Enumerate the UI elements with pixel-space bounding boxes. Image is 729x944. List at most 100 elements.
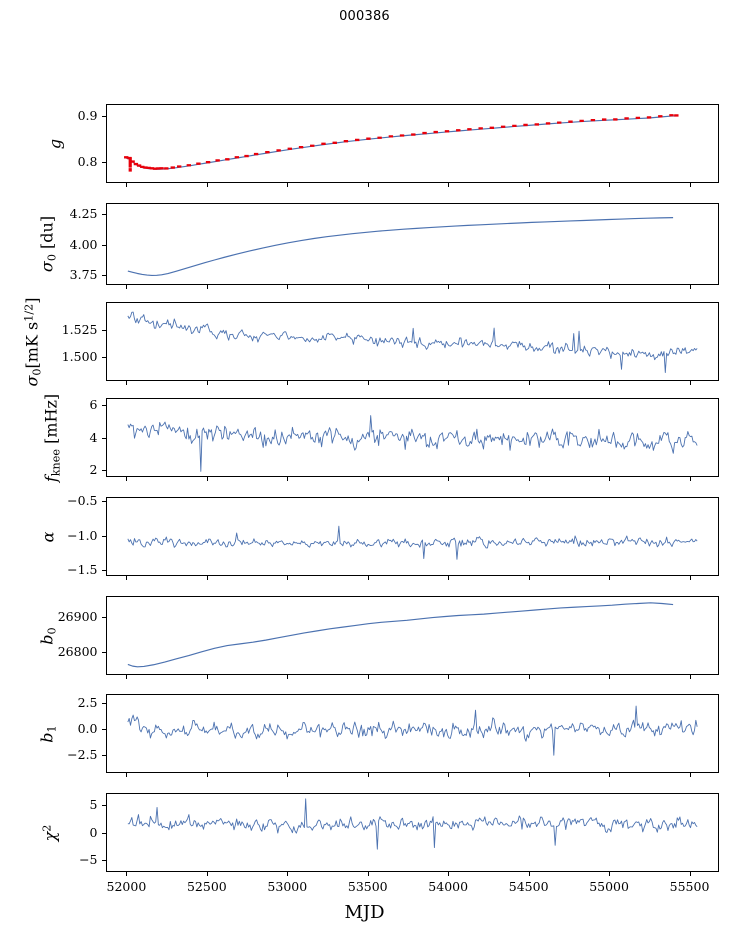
x-tick-mark — [609, 477, 611, 481]
y-tick-label: 1.525 — [61, 321, 98, 337]
x-tick-mark — [448, 477, 450, 481]
y-tick-mark — [101, 330, 106, 332]
y-axis-label-b1: b1 — [37, 724, 59, 743]
x-tick-mark — [367, 576, 369, 580]
y-tick-label: 0 — [89, 824, 98, 840]
x-tick-mark — [609, 381, 611, 385]
y-tick-label: 26900 — [57, 608, 98, 624]
y-tick-label: 0.0 — [77, 721, 98, 737]
x-tick-mark — [287, 381, 289, 385]
series-b0 — [127, 602, 673, 668]
x-tick-mark — [206, 675, 208, 679]
x-tick-mark — [206, 872, 208, 876]
series-alpha — [126, 525, 697, 560]
y-tick-label: −1.0 — [67, 527, 98, 543]
x-tick-mark — [367, 183, 369, 187]
y-tick-label: 4.00 — [69, 236, 98, 252]
y-tick-mark — [101, 357, 106, 359]
y-tick-label: 4.25 — [69, 205, 98, 221]
x-tick-mark — [528, 872, 530, 876]
y-axis-label-f-knee: fknee [mHz] — [41, 393, 63, 482]
y-tick-mark — [101, 755, 106, 757]
x-tick-mark — [689, 381, 691, 385]
x-tick-label: 53000 — [267, 879, 308, 894]
y-tick-mark — [101, 405, 106, 407]
series-b1 — [126, 705, 698, 756]
x-tick-mark — [206, 285, 208, 289]
x-tick-mark — [528, 285, 530, 289]
x-tick-mark — [689, 285, 691, 289]
x-tick-mark — [287, 477, 289, 481]
plot-panel-b0 — [105, 596, 719, 675]
x-tick-mark — [609, 773, 611, 777]
x-tick-mark — [609, 183, 611, 187]
y-tick-label: 2 — [89, 461, 98, 477]
plot-panel-b1 — [105, 694, 719, 773]
x-tick-mark — [126, 576, 128, 580]
y-axis-label-b0: b0 — [37, 626, 59, 645]
x-tick-label: 55000 — [589, 879, 629, 894]
x-tick-label: 54500 — [508, 879, 549, 894]
x-tick-mark — [287, 872, 289, 876]
y-tick-mark — [101, 617, 106, 619]
y-axis-label-sigma0-mK: σ0[mK s1/2] — [22, 297, 44, 386]
plot-panel-f-knee — [105, 398, 719, 477]
x-tick-mark — [367, 675, 369, 679]
x-tick-mark — [126, 285, 128, 289]
y-tick-label: −1.5 — [67, 562, 98, 578]
y-tick-mark — [101, 437, 106, 439]
series-chi2 — [127, 798, 697, 850]
plot-panel-sigma0-mK — [105, 302, 719, 381]
x-tick-mark — [367, 285, 369, 289]
x-tick-mark — [609, 576, 611, 580]
x-tick-mark — [206, 183, 208, 187]
x-tick-mark — [126, 381, 128, 385]
x-tick-label: 52000 — [106, 879, 147, 894]
x-tick-mark — [367, 773, 369, 777]
x-tick-mark — [528, 773, 530, 777]
x-tick-mark — [609, 285, 611, 289]
plot-panel-gain — [105, 104, 719, 183]
x-tick-mark — [689, 773, 691, 777]
y-tick-label: −0.5 — [67, 492, 98, 508]
y-tick-mark — [101, 275, 106, 277]
x-tick-mark — [689, 675, 691, 679]
x-tick-mark — [367, 477, 369, 481]
series-f-knee — [126, 415, 698, 472]
x-tick-mark — [287, 675, 289, 679]
x-tick-mark — [126, 477, 128, 481]
y-tick-mark — [101, 535, 106, 537]
series-gain — [123, 114, 679, 172]
y-tick-mark — [101, 469, 106, 471]
x-tick-mark — [287, 183, 289, 187]
y-tick-mark — [101, 244, 106, 246]
x-tick-mark — [287, 576, 289, 580]
x-tick-mark — [126, 183, 128, 187]
y-tick-mark — [101, 501, 106, 503]
y-axis-label-chi2: χ2 — [40, 824, 60, 841]
y-tick-label: 3.75 — [69, 266, 98, 282]
y-tick-label: −2.5 — [67, 747, 98, 763]
x-tick-mark — [609, 872, 611, 876]
plot-panel-sigma0-du — [105, 203, 719, 285]
y-tick-mark — [101, 652, 106, 654]
y-axis-label-sigma0-du: σ0 [du] — [37, 215, 59, 273]
x-tick-mark — [689, 183, 691, 187]
x-tick-mark — [689, 477, 691, 481]
x-tick-mark — [287, 285, 289, 289]
x-tick-mark — [126, 675, 128, 679]
x-axis-label: MJD — [344, 902, 385, 923]
y-axis-label-alpha: α — [38, 531, 58, 542]
x-tick-mark — [206, 773, 208, 777]
x-tick-mark — [206, 381, 208, 385]
x-tick-mark — [528, 576, 530, 580]
x-tick-mark — [448, 183, 450, 187]
y-tick-mark — [101, 729, 106, 731]
y-tick-label: 4 — [89, 429, 98, 445]
series-sigma0-du — [127, 217, 673, 276]
plot-panel-chi2 — [105, 793, 719, 872]
x-tick-mark — [448, 675, 450, 679]
y-tick-mark — [101, 703, 106, 705]
x-tick-mark — [206, 477, 208, 481]
